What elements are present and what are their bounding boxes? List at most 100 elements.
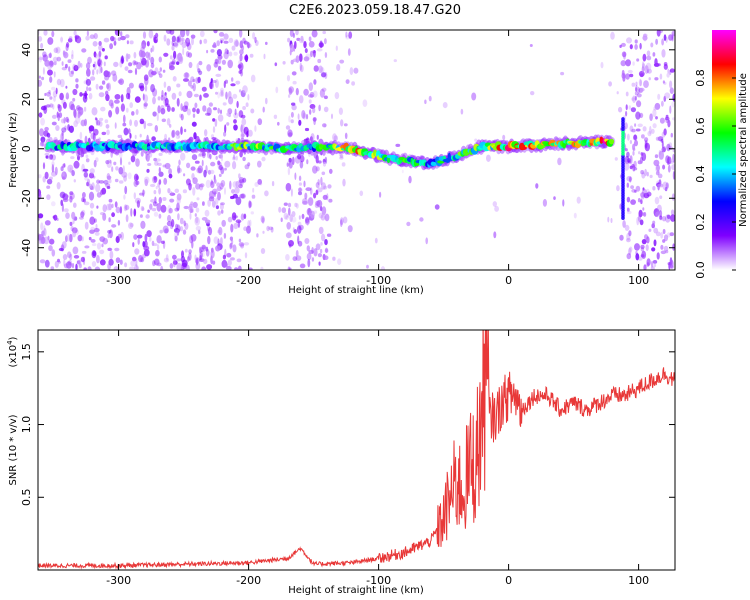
heatmap-speck <box>623 162 630 171</box>
heatmap-speck <box>635 87 638 92</box>
heatmap-speck <box>204 219 211 224</box>
heatmap-speck <box>653 239 657 247</box>
heatmap-speck <box>144 84 148 92</box>
heatmap-speck <box>239 40 243 49</box>
heatmap-speck <box>246 225 251 234</box>
heatmap-speck <box>92 175 96 179</box>
heatmap-speck <box>233 119 237 124</box>
heatmap-speck <box>240 124 243 133</box>
heatmap-speck <box>129 119 133 126</box>
heatmap-speck <box>104 119 109 124</box>
heatmap-speck <box>262 106 265 113</box>
heatmap-speck <box>305 187 312 192</box>
heatmap-speck <box>321 233 326 242</box>
heatmap-speck <box>89 216 96 225</box>
heatmap-speck <box>254 36 257 44</box>
heatmap-speck <box>645 188 650 196</box>
heatmap-speck <box>240 193 246 199</box>
heatmap-speck <box>169 192 176 196</box>
heatmap-speck <box>264 190 269 197</box>
heatmap-speck <box>640 194 645 200</box>
heatmap-speck <box>178 91 182 97</box>
heatmap-speck <box>637 123 643 128</box>
heatmap-speck <box>289 30 294 37</box>
heatmap-speck <box>625 91 629 97</box>
heatmap-speck <box>57 258 60 263</box>
heatmap-speck <box>153 190 157 195</box>
heatmap-speck <box>69 195 73 203</box>
heatmap-speck <box>185 51 190 58</box>
heatmap-speck <box>310 50 313 58</box>
heatmap-speck <box>215 197 219 205</box>
heatmap-speck <box>639 87 645 92</box>
heatmap-speck <box>187 80 192 87</box>
heatmap-speck <box>320 214 326 221</box>
heatmap-speck <box>619 234 624 241</box>
heatmap-speck <box>289 214 293 223</box>
heatmap-speck <box>177 213 180 221</box>
heatmap-speck <box>51 164 55 173</box>
heatmap-speck <box>317 179 320 186</box>
heatmap-speck <box>324 239 328 246</box>
heatmap-speck <box>250 108 255 114</box>
heatmap-speck <box>667 161 670 166</box>
heatmap-speck <box>59 92 64 101</box>
heatmap-speck <box>186 264 190 270</box>
heatmap-speck <box>242 156 246 162</box>
heatmap-speck <box>123 194 126 200</box>
heatmap-speck <box>235 39 239 47</box>
heatmap-speck <box>115 257 121 264</box>
heatmap-speck <box>315 182 320 189</box>
heatmap-speck <box>286 222 292 230</box>
spectrogram-y-tick-label: 40 <box>20 43 33 57</box>
heatmap-speck <box>651 247 656 252</box>
heatmap-speck <box>328 198 333 203</box>
heatmap-speck <box>640 244 645 250</box>
heatmap-speck <box>187 205 193 211</box>
heatmap-speck <box>299 160 304 169</box>
heatmap-speck <box>77 113 81 118</box>
heatmap-speck <box>107 247 112 251</box>
heatmap-speck <box>627 158 631 163</box>
heatmap-speck <box>243 242 250 246</box>
heatmap-speck <box>75 78 79 83</box>
heatmap-speck <box>164 162 171 170</box>
heatmap-speck <box>177 167 182 174</box>
heatmap-speck <box>216 186 222 192</box>
heatmap-speck <box>280 217 283 223</box>
heatmap-speck <box>298 182 302 186</box>
heatmap-speck <box>192 78 196 83</box>
heatmap-speck <box>640 199 643 205</box>
heatmap-speck <box>659 117 665 124</box>
heatmap-speck <box>168 173 173 179</box>
heatmap-speck <box>635 111 641 120</box>
snr-background <box>38 330 675 570</box>
heatmap-speck <box>662 239 666 243</box>
heatmap-speck <box>218 173 222 177</box>
heatmap-speck <box>660 232 664 239</box>
heatmap-speck <box>669 259 674 269</box>
heatmap-speck <box>84 245 90 249</box>
heatmap-speck <box>70 103 76 111</box>
heatmap-speck <box>340 119 344 127</box>
heatmap-speck <box>632 147 636 152</box>
heatmap-speck <box>243 213 247 220</box>
heatmap-speck <box>66 42 70 48</box>
heatmap-speck <box>156 203 162 212</box>
heatmap-ridge-core <box>398 159 403 164</box>
heatmap-speck <box>659 30 663 34</box>
heatmap-speck <box>52 104 55 110</box>
heatmap-speck <box>290 188 293 197</box>
heatmap-speck <box>90 226 96 231</box>
spectrogram-x-tick-label: 100 <box>628 274 649 287</box>
heatmap-speck <box>301 213 305 219</box>
heatmap-speck <box>648 77 651 81</box>
heatmap-speck <box>98 44 103 51</box>
heatmap-speck <box>86 178 91 187</box>
heatmap-speck <box>309 187 313 195</box>
heatmap-speck <box>644 168 647 177</box>
heatmap-speck <box>644 234 648 240</box>
heatmap-speck <box>646 68 652 74</box>
heatmap-speck <box>96 242 102 250</box>
heatmap-speck <box>125 92 130 100</box>
